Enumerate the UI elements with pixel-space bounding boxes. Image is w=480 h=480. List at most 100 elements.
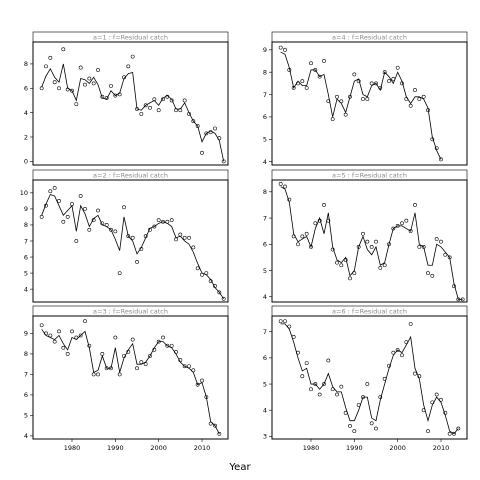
panel-strip-label: a=4 : f=Residual catch: [332, 34, 407, 42]
data-point: [161, 97, 165, 102]
data-point: [439, 239, 443, 244]
data-point: [117, 271, 122, 276]
data-point: [313, 382, 318, 386]
data-point: [130, 337, 135, 342]
data-point: [400, 81, 404, 86]
data-point: [352, 429, 357, 434]
data-point: [200, 378, 204, 383]
data-point: [100, 221, 105, 226]
data-point: [126, 234, 131, 239]
data-point: [221, 159, 226, 164]
data-point: [300, 79, 305, 84]
data-point: [278, 45, 283, 50]
data-point: [52, 339, 57, 344]
data-point: [330, 247, 335, 252]
data-point: [339, 263, 344, 268]
panel-strip-label: a=1 : f=Residual catch: [93, 34, 168, 42]
data-point: [161, 219, 165, 224]
data-point: [404, 97, 409, 101]
data-point: [395, 224, 400, 228]
x-axis-label: Year: [228, 462, 251, 473]
data-point: [447, 431, 452, 436]
data-point: [408, 103, 413, 108]
data-point: [300, 374, 305, 379]
data-point: [304, 85, 309, 90]
y-tick-label: 4: [263, 293, 267, 301]
data-point: [304, 361, 309, 366]
y-tick-label: 6: [263, 113, 267, 121]
data-point: [400, 353, 404, 358]
data-point: [83, 82, 87, 87]
data-point: [187, 235, 191, 240]
data-point: [322, 382, 326, 386]
data-point: [447, 255, 452, 260]
data-point: [122, 75, 126, 80]
data-point: [65, 87, 70, 92]
x-tick-label: 1980: [303, 444, 320, 452]
data-point: [421, 244, 426, 249]
data-point: [395, 348, 400, 352]
data-point: [296, 350, 300, 355]
data-point: [404, 218, 409, 223]
data-point: [348, 424, 352, 428]
data-point: [408, 321, 413, 326]
data-point: [74, 102, 79, 107]
data-point: [48, 55, 53, 60]
data-point: [287, 324, 292, 329]
data-point: [382, 70, 387, 75]
data-point: [313, 221, 318, 226]
data-point: [187, 364, 191, 369]
data-point: [309, 244, 313, 249]
panel-5: a=3 : f=Residual catch 4 5 6 7 8 9 1980 1990 2000…: [24, 305, 229, 452]
data-point: [356, 403, 361, 407]
panel-3: a=2 : f=Residual catch 4 5 6 7 8 9 10: [20, 169, 229, 303]
y-tick-label: 0: [24, 158, 28, 166]
data-point: [413, 203, 417, 207]
data-point: [335, 392, 339, 397]
y-tick-label: 4: [24, 285, 28, 293]
data-point: [343, 258, 348, 262]
data-point: [126, 349, 131, 354]
data-point: [378, 395, 383, 400]
y-tick-label: 7: [263, 328, 267, 336]
data-point: [356, 79, 361, 84]
data-point: [200, 272, 204, 277]
data-point: [156, 339, 161, 344]
data-point: [182, 235, 187, 240]
data-point: [152, 224, 157, 229]
data-point: [309, 61, 313, 66]
data-point: [61, 47, 66, 52]
data-point: [313, 68, 318, 72]
data-point: [330, 117, 335, 122]
data-point: [322, 203, 326, 207]
data-point: [434, 237, 439, 241]
y-tick-label: 9: [263, 46, 267, 54]
data-point: [130, 54, 135, 59]
data-point: [139, 360, 144, 365]
data-point: [339, 384, 344, 389]
data-point: [169, 343, 174, 348]
data-point: [434, 392, 439, 397]
data-point: [413, 371, 417, 376]
data-point: [104, 366, 109, 371]
data-point: [122, 354, 126, 358]
x-tick-label: 2000: [389, 444, 406, 452]
data-point: [200, 150, 204, 155]
data-point: [296, 242, 300, 247]
data-point: [452, 431, 456, 436]
data-point: [296, 81, 300, 86]
data-point: [117, 92, 122, 97]
data-point: [44, 64, 48, 69]
data-point: [387, 242, 391, 247]
data-point: [283, 47, 287, 52]
data-point: [174, 108, 178, 113]
data-point: [113, 93, 118, 98]
fitted-line: [41, 329, 220, 435]
data-point: [122, 205, 126, 210]
data-point: [96, 68, 100, 72]
data-point: [44, 331, 48, 336]
data-point: [152, 97, 157, 102]
data-point: [126, 64, 131, 69]
